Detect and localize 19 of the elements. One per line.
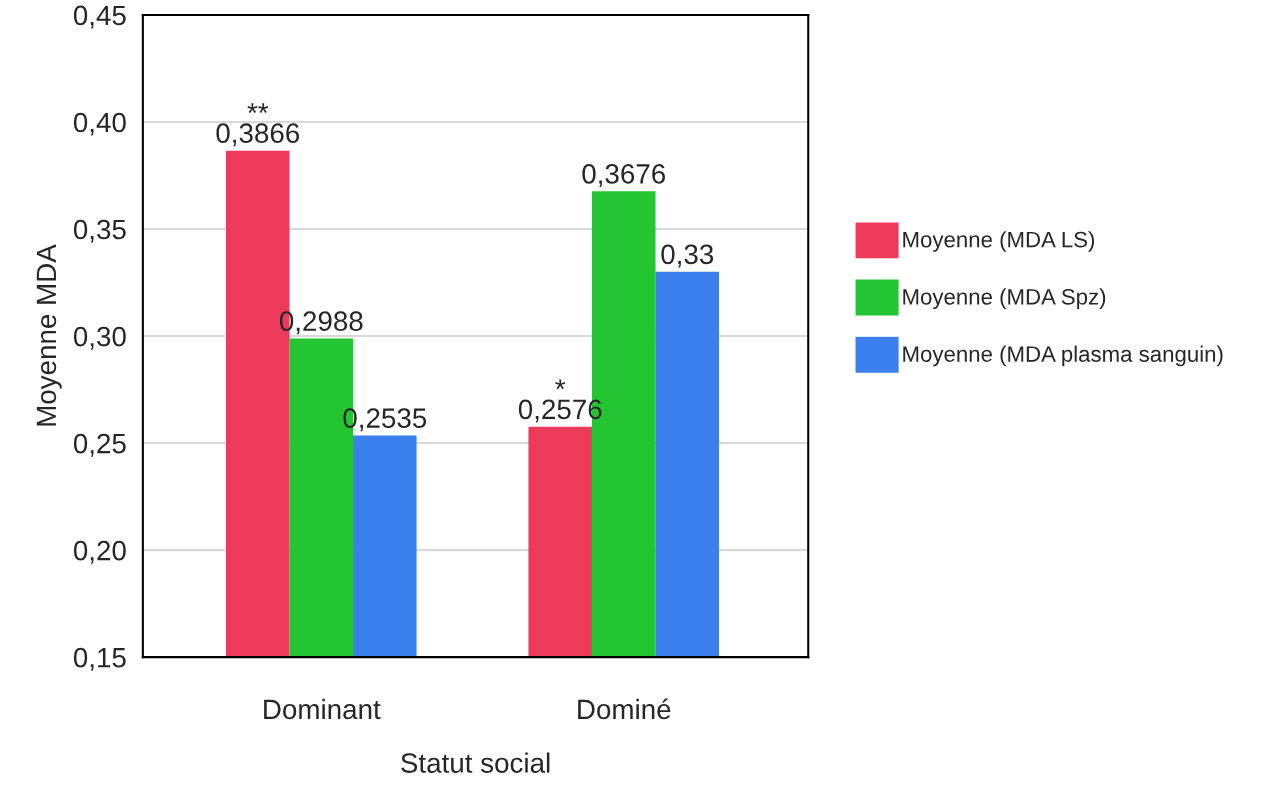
legend-label: Moyenne (MDA LS)	[903, 231, 1095, 252]
y-tick-label: 0,20	[73, 540, 126, 564]
annotation: *	[555, 379, 566, 390]
y-tick-label: 0,40	[73, 112, 126, 136]
legend-label: Moyenne (MDA plasma sanguin)	[903, 345, 1223, 367]
x-axis-title: Statut social	[401, 752, 550, 773]
y-axis-title: Moyenne MDA	[36, 244, 62, 426]
y-tick-label: 0,15	[73, 647, 126, 671]
y-tick-label: 0,25	[73, 433, 126, 457]
legend-label: Moyenne (MDA Spz)	[903, 288, 1106, 310]
y-tick-label: 0,35	[73, 219, 126, 243]
data-label: 0,3676	[582, 164, 666, 187]
x-tick-label: Dominé	[578, 698, 671, 720]
data-label: 0,3866	[216, 123, 300, 147]
y-tick-label: 0,30	[73, 326, 126, 350]
x-tick-label: Dominant	[264, 698, 381, 720]
annotation: **	[247, 103, 269, 114]
data-label: 0,33	[661, 244, 714, 268]
y-tick-label: 0,45	[73, 5, 126, 29]
